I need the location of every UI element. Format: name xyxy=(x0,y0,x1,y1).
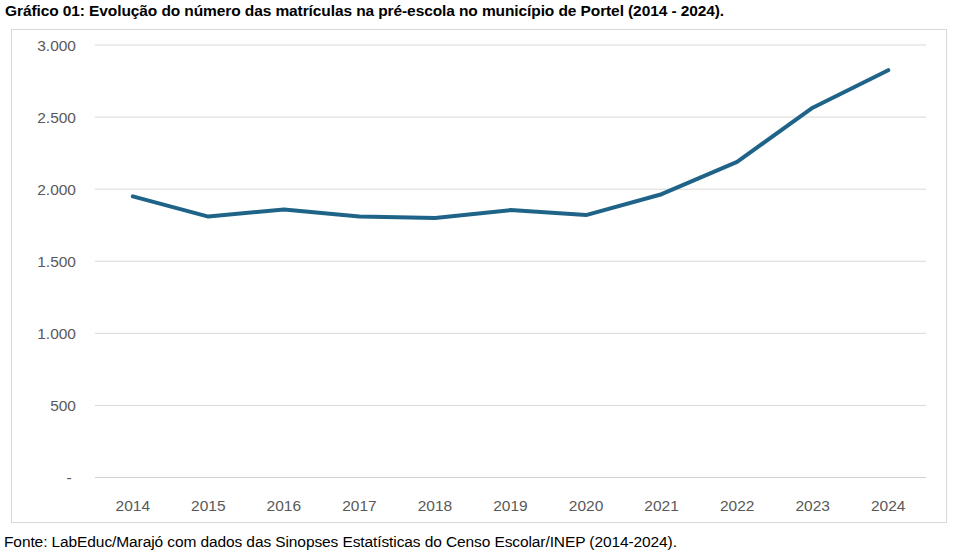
x-tick-label: 2024 xyxy=(871,497,906,514)
source-note: Fonte: LabEduc/Marajó com dados das Sino… xyxy=(4,533,950,551)
y-axis-labels: - 500 1.000 1.500 2.000 2.500 3.000 xyxy=(37,37,76,487)
x-axis-labels: 2014 2015 2016 2017 2018 2019 2020 2021 2022 2023… xyxy=(116,497,906,514)
y-tick-label: 500 xyxy=(50,397,76,414)
x-tick-label: 2021 xyxy=(644,497,678,514)
y-tick-label: 2.000 xyxy=(37,181,76,198)
x-tick-label: 2022 xyxy=(720,497,754,514)
y-tick-label: - xyxy=(67,469,76,486)
chart-page: Gráfico 01: Evolução do número das matrí… xyxy=(0,0,954,559)
chart-title: Gráfico 01: Evolução do número das matrí… xyxy=(5,2,949,20)
x-tick-label: 2016 xyxy=(267,497,301,514)
x-tick-label: 2018 xyxy=(418,497,452,514)
y-tick-label: 3.000 xyxy=(37,37,76,54)
x-tick-label: 2023 xyxy=(795,497,829,514)
x-tick-label: 2019 xyxy=(493,497,527,514)
line-chart: - 5001.0001.5002.0002.5003.0002014201520… xyxy=(12,30,946,522)
enrollment-line xyxy=(133,70,888,218)
x-tick-label: 2015 xyxy=(191,497,225,514)
x-tick-label: 2020 xyxy=(569,497,604,514)
chart-area: - 5001.0001.5002.0002.5003.0002014201520… xyxy=(11,29,947,523)
x-tick-label: 2014 xyxy=(116,497,151,514)
x-tick-label: 2017 xyxy=(342,497,376,514)
y-tick-label: 2.500 xyxy=(37,109,76,126)
gridlines xyxy=(95,45,926,478)
y-tick-label: 1.500 xyxy=(37,253,76,270)
y-tick-label: 1.000 xyxy=(37,325,76,342)
